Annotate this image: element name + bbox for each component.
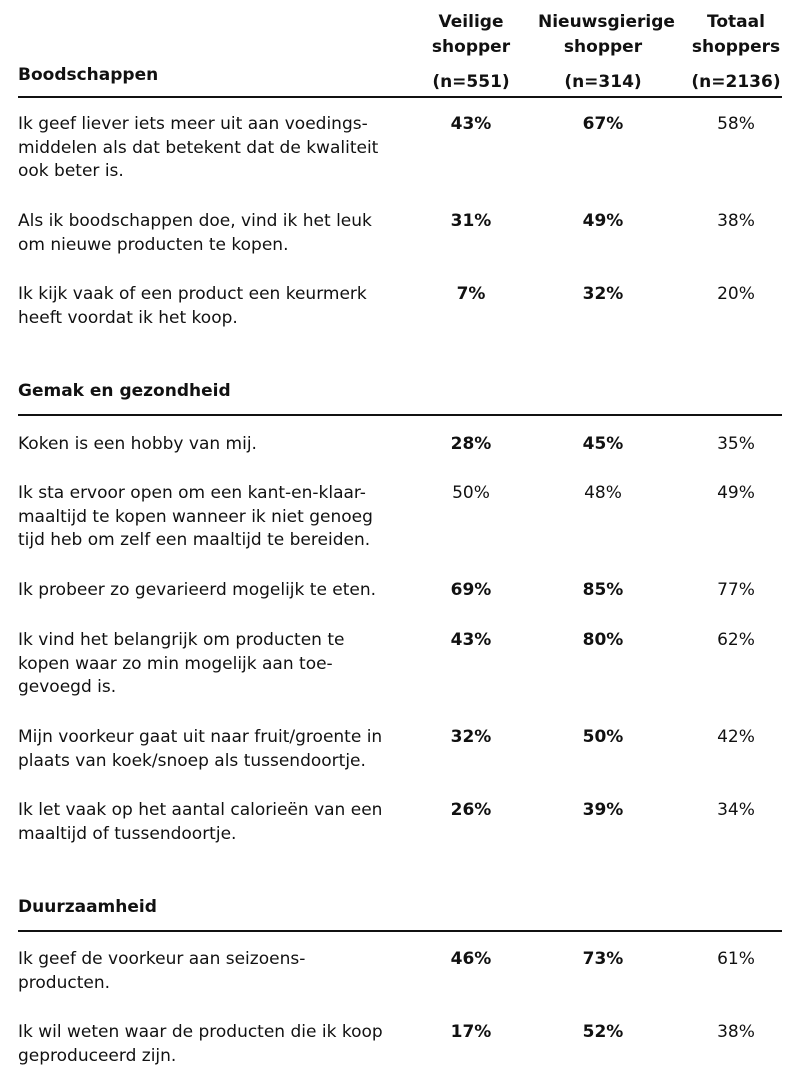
statement-text: Als ik boodschappen doe, vind ik het leu… xyxy=(18,210,398,257)
value-veilige: 46% xyxy=(450,949,492,969)
value-totaal: 20% xyxy=(717,284,755,304)
value-veilige: 26% xyxy=(450,800,492,820)
column-header-n: (n=314) xyxy=(564,72,642,92)
statement-line: gevoegd is. xyxy=(18,677,117,697)
section-divider xyxy=(18,930,782,932)
statement-line: Mijn voorkeur gaat uit naar fruit/groent… xyxy=(18,727,383,747)
statement-line: Als ik boodschappen doe, vind ik het leu… xyxy=(18,211,372,231)
value-nieuwsgierige: 32% xyxy=(582,284,624,304)
column-header-n: (n=2136) xyxy=(691,72,781,92)
statement-line: producten. xyxy=(18,972,111,993)
value-totaal: 58% xyxy=(717,114,755,134)
statement-text: Ik let vaak op het aantal calorieën van … xyxy=(18,799,398,846)
statement-text: Ik geef liever iets meer uit aan voeding… xyxy=(18,113,398,184)
value-totaal: 77% xyxy=(717,580,755,600)
value-veilige: 69% xyxy=(450,580,492,600)
statement-line: plaats van koek/snoep als tussendoortje. xyxy=(18,750,366,771)
statement-line: om nieuwe producten te kopen. xyxy=(18,234,289,255)
value-nieuwsgierige: 45% xyxy=(582,434,624,454)
statement-text: Ik sta ervoor open om een kant-en-klaar-… xyxy=(18,482,398,553)
statement-line: Ik probeer zo gevarieerd mogelijk te ete… xyxy=(18,580,377,600)
statement-text: Ik kijk vaak of een product een keurmerk… xyxy=(18,283,398,330)
value-veilige: 31% xyxy=(450,211,492,231)
statement-line: Ik let vaak op het aantal calorieën van … xyxy=(18,800,383,820)
statement-line: geproduceerd zijn. xyxy=(18,1045,177,1066)
statement-text: Ik vind het belangrijk om producten te k… xyxy=(18,629,398,700)
value-veilige: 43% xyxy=(450,114,492,134)
statement-text: Ik geef de voorkeur aan seizoens- produc… xyxy=(18,948,398,995)
table-header: Veilige shopper (n=551) Nieuwsgierige sh… xyxy=(0,0,800,97)
column-header-line: shopper xyxy=(431,37,511,57)
column-header-veilige: Veilige shopper (n=551) xyxy=(420,10,522,95)
statement-text: Ik probeer zo gevarieerd mogelijk te ete… xyxy=(18,579,398,603)
column-header-totaal: Totaal shoppers (n=2136) xyxy=(688,10,784,95)
section-title-gemak-en-gezondheid: Gemak en gezondheid xyxy=(18,381,231,401)
value-totaal: 34% xyxy=(717,800,755,820)
statement-line: Ik geef de voorkeur aan seizoens- xyxy=(18,949,306,969)
statement-line: ook beter is. xyxy=(18,161,124,181)
value-veilige: 43% xyxy=(450,630,492,650)
statement-line: Ik kijk vaak of een product een keurmerk xyxy=(18,284,367,304)
statement-text: Koken is een hobby van mij. xyxy=(18,433,398,457)
value-totaal: 38% xyxy=(717,1022,755,1042)
value-nieuwsgierige: 39% xyxy=(582,800,624,820)
value-veilige: 17% xyxy=(450,1022,492,1042)
statement-line: Ik geef liever iets meer uit aan voeding… xyxy=(18,114,368,134)
value-veilige: 32% xyxy=(450,727,492,747)
column-header-line: Veilige xyxy=(438,12,504,32)
value-veilige: 50% xyxy=(452,483,490,503)
statement-line: maaltijd of tussendoortje. xyxy=(18,823,237,844)
statement-line: tijd heb om zelf een maaltijd te bereide… xyxy=(18,530,371,550)
value-totaal: 62% xyxy=(717,630,755,650)
column-header-line: shopper xyxy=(563,37,643,57)
value-totaal: 38% xyxy=(717,211,755,231)
value-totaal: 49% xyxy=(717,483,755,503)
statement-line: maaltijd te kopen wanneer ik niet genoeg xyxy=(18,506,373,527)
value-nieuwsgierige: 50% xyxy=(582,727,624,747)
section-title-duurzaamheid: Duurzaamheid xyxy=(18,897,157,917)
statement-line: heeft voordat ik het koop. xyxy=(18,307,238,328)
section-divider xyxy=(18,414,782,416)
value-nieuwsgierige: 67% xyxy=(582,114,624,134)
column-header-line: Nieuwsgierige xyxy=(538,12,675,32)
value-nieuwsgierige: 85% xyxy=(582,580,624,600)
statement-line: Ik sta ervoor open om een kant-en-klaar- xyxy=(18,483,366,503)
statement-line: middelen als dat betekent dat de kwalite… xyxy=(18,137,379,158)
statement-line: Ik wil weten waar de producten die ik ko… xyxy=(18,1022,383,1042)
value-totaal: 42% xyxy=(717,727,755,747)
column-header-line: shoppers xyxy=(691,37,781,57)
value-totaal: 61% xyxy=(717,949,755,969)
value-nieuwsgierige: 80% xyxy=(582,630,624,650)
value-nieuwsgierige: 52% xyxy=(582,1022,624,1042)
statement-line: Ik vind het belangrijk om producten te xyxy=(18,630,345,650)
statement-text: Mijn voorkeur gaat uit naar fruit/groent… xyxy=(18,726,398,773)
section-title-boodschappen: Boodschappen xyxy=(18,65,159,85)
statement-line: Koken is een hobby van mij. xyxy=(18,434,257,454)
statement-line: kopen waar zo min mogelijk aan toe- xyxy=(18,653,333,674)
value-veilige: 28% xyxy=(450,434,492,454)
column-header-line: Totaal xyxy=(707,12,765,32)
value-veilige: 7% xyxy=(456,284,486,304)
value-nieuwsgierige: 48% xyxy=(584,483,622,503)
section-divider xyxy=(18,96,782,98)
value-totaal: 35% xyxy=(717,434,755,454)
column-header-n: (n=551) xyxy=(432,72,510,92)
column-header-nieuwsgierige: Nieuwsgierige shopper (n=314) xyxy=(538,10,675,95)
statement-text: Ik wil weten waar de producten die ik ko… xyxy=(18,1021,398,1068)
value-nieuwsgierige: 73% xyxy=(582,949,624,969)
value-nieuwsgierige: 49% xyxy=(582,211,624,231)
